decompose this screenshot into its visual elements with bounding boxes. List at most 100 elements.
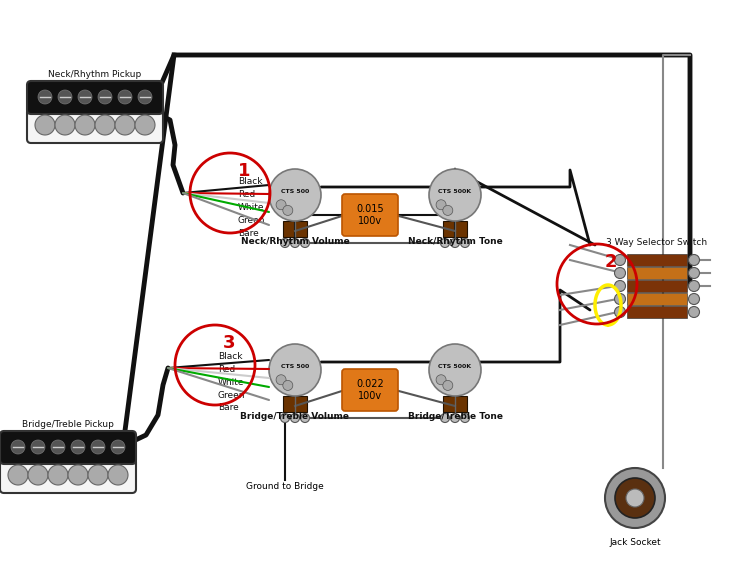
Circle shape: [135, 115, 155, 135]
Circle shape: [283, 205, 293, 215]
Text: Bridge/Treble Tone: Bridge/Treble Tone: [407, 412, 503, 421]
Circle shape: [55, 115, 75, 135]
Circle shape: [614, 268, 625, 279]
Circle shape: [48, 465, 68, 485]
Circle shape: [71, 440, 85, 454]
Circle shape: [301, 413, 309, 423]
Circle shape: [614, 255, 625, 266]
Circle shape: [281, 413, 290, 423]
Circle shape: [75, 115, 95, 135]
Circle shape: [281, 239, 290, 248]
Text: 3 Way Selector Switch: 3 Way Selector Switch: [606, 238, 708, 247]
Text: 0.015
100v: 0.015 100v: [356, 204, 384, 226]
FancyBboxPatch shape: [0, 458, 136, 493]
Circle shape: [138, 90, 152, 104]
Circle shape: [436, 375, 446, 385]
Circle shape: [451, 239, 459, 248]
Text: Neck/Rhythm Volume: Neck/Rhythm Volume: [240, 237, 349, 246]
Circle shape: [28, 465, 48, 485]
Text: Green: Green: [218, 390, 245, 399]
Text: 0.022
100v: 0.022 100v: [356, 379, 384, 401]
Circle shape: [614, 293, 625, 305]
Bar: [627, 280, 687, 292]
Circle shape: [689, 306, 700, 318]
FancyBboxPatch shape: [27, 108, 163, 143]
Text: Black: Black: [238, 176, 262, 185]
Text: Bridge/Treble Volume: Bridge/Treble Volume: [240, 412, 350, 421]
Text: CTS 500K: CTS 500K: [439, 189, 472, 193]
Circle shape: [98, 90, 112, 104]
Circle shape: [8, 465, 28, 485]
Circle shape: [290, 239, 299, 248]
Circle shape: [283, 380, 293, 390]
Circle shape: [689, 293, 700, 305]
Text: Red: Red: [218, 365, 235, 373]
Text: Jack Socket: Jack Socket: [609, 538, 661, 547]
Circle shape: [429, 344, 481, 396]
Text: CTS 500K: CTS 500K: [439, 363, 472, 369]
Text: Ground to Bridge: Ground to Bridge: [246, 482, 324, 491]
Text: Neck/Rhythm Pickup: Neck/Rhythm Pickup: [49, 70, 142, 79]
Circle shape: [605, 468, 665, 528]
Text: Red: Red: [238, 189, 255, 199]
Text: CTS 500: CTS 500: [281, 189, 309, 193]
Circle shape: [51, 440, 65, 454]
Text: Black: Black: [218, 352, 243, 360]
FancyBboxPatch shape: [342, 369, 398, 411]
Bar: [627, 293, 687, 305]
Circle shape: [95, 115, 115, 135]
Circle shape: [115, 115, 135, 135]
Text: White: White: [238, 202, 265, 212]
Circle shape: [11, 440, 25, 454]
Text: 1: 1: [237, 162, 250, 180]
FancyBboxPatch shape: [0, 431, 136, 464]
Circle shape: [31, 440, 45, 454]
Circle shape: [269, 169, 321, 221]
FancyBboxPatch shape: [27, 81, 163, 114]
Circle shape: [615, 478, 655, 518]
Circle shape: [276, 375, 286, 385]
Circle shape: [689, 268, 700, 279]
Circle shape: [35, 115, 55, 135]
Bar: [627, 254, 687, 266]
Circle shape: [290, 413, 299, 423]
Bar: [443, 396, 467, 412]
Text: Bare: Bare: [238, 229, 259, 238]
Text: 2: 2: [605, 253, 617, 271]
Circle shape: [38, 90, 52, 104]
Text: 3: 3: [223, 334, 235, 352]
Circle shape: [111, 440, 125, 454]
Circle shape: [88, 465, 108, 485]
Circle shape: [301, 239, 309, 248]
Circle shape: [442, 380, 453, 390]
Text: CTS 500: CTS 500: [281, 363, 309, 369]
Bar: [443, 221, 467, 237]
Text: Bridge/Treble Pickup: Bridge/Treble Pickup: [22, 420, 114, 429]
Circle shape: [436, 200, 446, 210]
Circle shape: [78, 90, 92, 104]
Circle shape: [91, 440, 105, 454]
FancyBboxPatch shape: [342, 194, 398, 236]
Bar: [627, 306, 687, 318]
Circle shape: [68, 465, 88, 485]
Circle shape: [429, 169, 481, 221]
Circle shape: [58, 90, 72, 104]
Text: Green: Green: [238, 215, 265, 225]
Circle shape: [442, 205, 453, 215]
Circle shape: [614, 280, 625, 292]
Circle shape: [451, 413, 459, 423]
Circle shape: [108, 465, 128, 485]
Circle shape: [440, 413, 450, 423]
Circle shape: [276, 200, 286, 210]
Circle shape: [118, 90, 132, 104]
Circle shape: [461, 413, 470, 423]
Circle shape: [269, 344, 321, 396]
Text: White: White: [218, 377, 245, 386]
Bar: [283, 396, 307, 412]
Circle shape: [461, 239, 470, 248]
Circle shape: [614, 306, 625, 318]
Bar: [283, 221, 307, 237]
Bar: [627, 267, 687, 279]
Circle shape: [689, 255, 700, 266]
Circle shape: [440, 239, 450, 248]
